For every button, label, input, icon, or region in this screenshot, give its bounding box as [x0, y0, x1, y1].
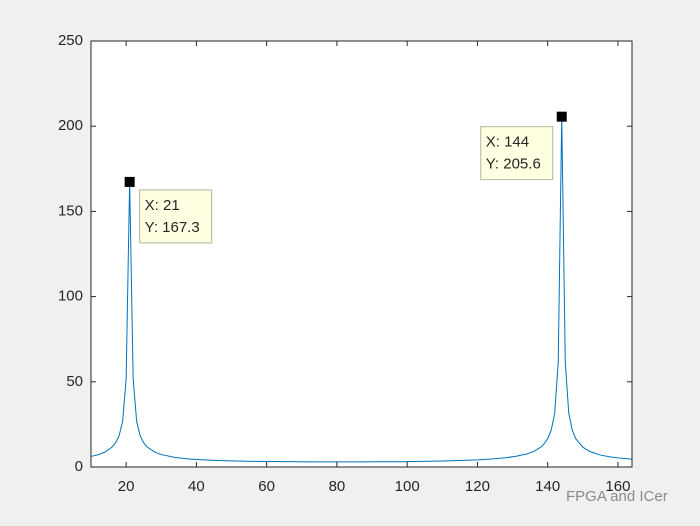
- datatip-x: X: 21: [145, 197, 180, 214]
- y-tick-label: 150: [58, 202, 83, 219]
- x-tick-label: 60: [258, 478, 275, 495]
- axes-box: [90, 40, 633, 468]
- datatip-y: Y: 205.6: [486, 156, 541, 173]
- x-tick-label: 120: [465, 478, 490, 495]
- x-tick-label: 80: [329, 478, 346, 495]
- datatip-marker: [124, 176, 135, 187]
- y-tick-label: 250: [58, 32, 83, 49]
- line-series: [90, 116, 633, 463]
- y-tick-label: 0: [75, 458, 83, 475]
- y-tick-label: 200: [58, 117, 83, 134]
- y-tick-label: 100: [58, 288, 83, 305]
- datatip-marker: [556, 111, 567, 122]
- datatip-y: Y: 167.3: [145, 219, 200, 236]
- datatip-x: X: 144: [486, 134, 529, 151]
- y-tick-label: 50: [66, 373, 83, 390]
- x-tick-label: 160: [605, 478, 630, 495]
- x-tick-label: 140: [535, 478, 560, 495]
- datatip-box: [139, 189, 213, 244]
- x-tick-label: 20: [118, 478, 135, 495]
- watermark: FPGA and ICer: [566, 488, 668, 505]
- datatip-box: [480, 126, 554, 181]
- x-tick-label: 100: [395, 478, 420, 495]
- x-tick-label: 40: [188, 478, 205, 495]
- plot-area: [91, 41, 632, 467]
